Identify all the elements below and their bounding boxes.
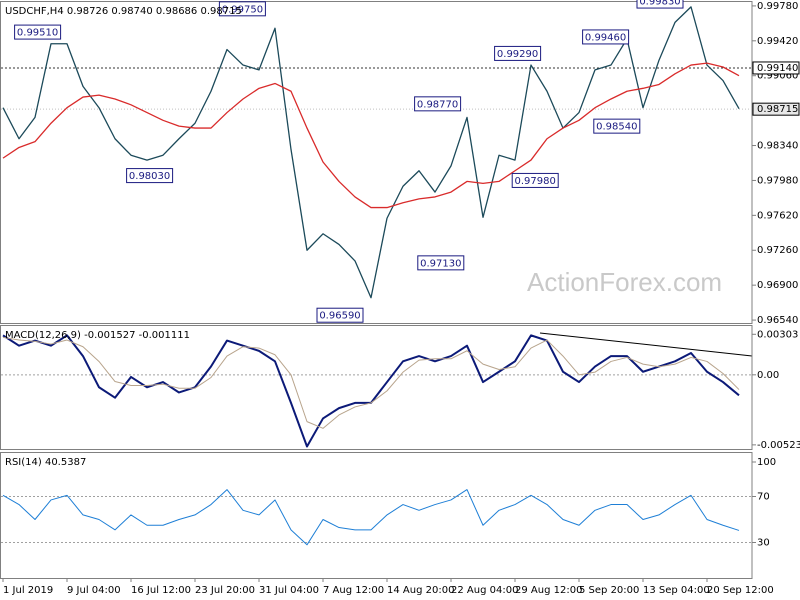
price-annotation-label: 0.98540: [596, 122, 637, 133]
x-tick-label: 20 Sep 12:00: [707, 585, 774, 596]
x-tick-label: 23 Jul 20:00: [195, 585, 255, 596]
macd-trendline: [539, 332, 753, 357]
y-tick-label: 0.96900: [757, 280, 798, 291]
price-annotation-box: [593, 118, 641, 134]
price-annotation-box: [417, 255, 465, 271]
price-annotation-label: 0.99830: [639, 0, 680, 8]
y-tick-label: 0.98340: [757, 141, 798, 152]
price-annotation-label: 0.96590: [319, 311, 360, 322]
price-annotation-box: [316, 307, 364, 323]
price-annotation-box: [511, 172, 559, 188]
price-annotation-label: 0.97130: [420, 258, 461, 269]
x-tick-label: 1 Jul 2019: [3, 585, 53, 596]
x-tick-label: 22 Aug 04:00: [451, 585, 518, 596]
series-line: [2, 489, 740, 546]
price-annotation-label: 0.99460: [585, 32, 626, 43]
series-line: [2, 62, 740, 209]
watermark: ActionForex.com: [527, 267, 722, 297]
last-price-label: 0.98715: [757, 104, 798, 115]
x-tick-label: 29 Aug 12:00: [515, 585, 582, 596]
panel-title: RSI(14) 40.5387: [5, 457, 86, 468]
price-annotation-label: 0.97980: [515, 176, 556, 187]
panel-frame: [0, 452, 753, 579]
panel-frame: [0, 325, 753, 450]
price-annotation-box: [218, 1, 266, 17]
level-label: 0.99140: [757, 63, 798, 74]
price-annotation-box: [636, 0, 684, 9]
panel-frame: [0, 1, 753, 324]
price-annotation-box: [494, 45, 542, 61]
x-tick-label: 16 Jul 12:00: [131, 585, 191, 596]
panel-title: MACD(12,26,9) -0.001527 -0.001111: [5, 330, 190, 341]
x-tick-label: 13 Sep 04:00: [643, 585, 710, 596]
price-annotation-box: [582, 29, 630, 45]
price-annotation-box: [14, 24, 62, 40]
y-tick-label: 100: [757, 457, 776, 468]
y-tick-label: 0.00: [757, 370, 779, 381]
y-tick-label: -0.005236: [757, 440, 800, 451]
price-annotation-label: 0.98030: [129, 171, 170, 182]
price-annotation-box: [414, 96, 462, 112]
y-tick-label: 0.96540: [757, 315, 798, 326]
y-tick-label: 0.99060: [757, 71, 798, 82]
level-label-box: [752, 61, 800, 75]
y-tick-label: 0.97260: [757, 245, 798, 256]
x-tick-label: 5 Sep 20:00: [579, 585, 639, 596]
y-tick-label: 0.99780: [757, 1, 798, 12]
price-annotation-box: [126, 168, 174, 184]
price-annotation-label: 0.99290: [497, 49, 538, 60]
x-tick-label: 7 Aug 12:00: [323, 585, 384, 596]
y-tick-label: 0.97980: [757, 175, 798, 186]
series-line: [2, 336, 740, 429]
x-tick-label: 31 Jul 04:00: [259, 585, 319, 596]
y-tick-label: 0.00303: [757, 329, 798, 340]
y-tick-label: 30: [757, 538, 770, 549]
price-annotation-label: 0.99510: [17, 28, 58, 39]
x-tick-label: 14 Aug 20:00: [387, 585, 454, 596]
y-tick-label: 70: [757, 492, 770, 503]
last-price-box: [752, 102, 800, 116]
price-annotation-label: 0.99750: [222, 4, 263, 15]
price-annotation-label: 0.98770: [417, 99, 458, 110]
y-tick-label: 0.99420: [757, 36, 798, 47]
y-tick-label: 0.97620: [757, 210, 798, 221]
panel-title: USDCHF,H4 0.98726 0.98740 0.98686 0.9871…: [5, 6, 242, 17]
x-tick-label: 9 Jul 04:00: [67, 585, 121, 596]
series-line: [2, 6, 740, 299]
